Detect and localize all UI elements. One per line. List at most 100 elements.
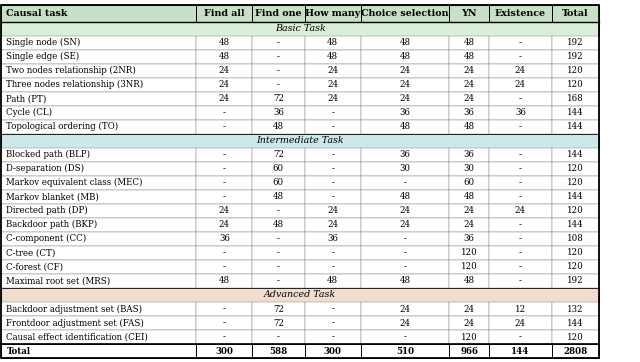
Text: 24: 24 (399, 66, 411, 75)
Text: 192: 192 (567, 52, 584, 61)
Text: 120: 120 (461, 333, 477, 342)
FancyBboxPatch shape (196, 162, 252, 176)
Text: -: - (404, 333, 406, 342)
FancyBboxPatch shape (489, 5, 552, 22)
Text: -: - (223, 108, 226, 117)
FancyBboxPatch shape (305, 218, 361, 232)
FancyBboxPatch shape (489, 260, 552, 274)
Text: 24: 24 (399, 206, 411, 215)
FancyBboxPatch shape (489, 246, 552, 260)
Text: Maximal root set (MRS): Maximal root set (MRS) (6, 277, 111, 286)
FancyBboxPatch shape (1, 260, 196, 274)
Text: 132: 132 (567, 304, 584, 313)
FancyBboxPatch shape (1, 316, 196, 330)
FancyBboxPatch shape (252, 35, 305, 50)
Text: 120: 120 (567, 262, 584, 272)
FancyBboxPatch shape (552, 232, 599, 246)
FancyBboxPatch shape (1, 64, 196, 77)
Text: 48: 48 (327, 277, 339, 286)
FancyBboxPatch shape (196, 106, 252, 120)
FancyBboxPatch shape (449, 106, 489, 120)
FancyBboxPatch shape (305, 190, 361, 204)
Text: -: - (332, 319, 334, 328)
FancyBboxPatch shape (552, 92, 599, 106)
Text: 48: 48 (399, 122, 411, 131)
Text: -: - (519, 178, 522, 187)
FancyBboxPatch shape (1, 176, 196, 190)
FancyBboxPatch shape (449, 274, 489, 288)
FancyBboxPatch shape (361, 302, 449, 316)
FancyBboxPatch shape (489, 92, 552, 106)
FancyBboxPatch shape (361, 5, 449, 22)
FancyBboxPatch shape (449, 330, 489, 344)
Text: 30: 30 (463, 164, 475, 173)
FancyBboxPatch shape (489, 64, 552, 77)
FancyBboxPatch shape (449, 5, 489, 22)
Text: Find all: Find all (204, 9, 244, 18)
FancyBboxPatch shape (489, 162, 552, 176)
Text: -: - (223, 150, 226, 159)
Text: Advanced Task: Advanced Task (264, 290, 336, 299)
Text: -: - (519, 122, 522, 131)
Text: -: - (332, 164, 334, 173)
FancyBboxPatch shape (196, 246, 252, 260)
Text: -: - (277, 235, 280, 243)
FancyBboxPatch shape (489, 120, 552, 134)
FancyBboxPatch shape (196, 218, 252, 232)
FancyBboxPatch shape (1, 190, 196, 204)
Text: Backdoor path (BKP): Backdoor path (BKP) (6, 220, 98, 230)
FancyBboxPatch shape (361, 148, 449, 162)
FancyBboxPatch shape (449, 77, 489, 92)
Text: Causal effect identification (CEI): Causal effect identification (CEI) (6, 333, 148, 342)
Text: 24: 24 (327, 80, 339, 89)
FancyBboxPatch shape (305, 148, 361, 162)
Text: -: - (332, 108, 334, 117)
FancyBboxPatch shape (305, 120, 361, 134)
FancyBboxPatch shape (196, 232, 252, 246)
FancyBboxPatch shape (196, 260, 252, 274)
FancyBboxPatch shape (1, 22, 599, 35)
Text: -: - (332, 262, 334, 272)
FancyBboxPatch shape (361, 218, 449, 232)
Text: 120: 120 (461, 262, 477, 272)
Text: 48: 48 (273, 192, 284, 201)
FancyBboxPatch shape (1, 288, 599, 302)
Text: 36: 36 (219, 235, 230, 243)
FancyBboxPatch shape (449, 190, 489, 204)
FancyBboxPatch shape (552, 162, 599, 176)
FancyBboxPatch shape (361, 260, 449, 274)
FancyBboxPatch shape (1, 274, 196, 288)
Text: 120: 120 (567, 164, 584, 173)
Text: -: - (519, 94, 522, 103)
Text: 36: 36 (328, 235, 338, 243)
Text: C-tree (CT): C-tree (CT) (6, 248, 56, 257)
Text: Choice selection: Choice selection (362, 9, 449, 18)
FancyBboxPatch shape (361, 162, 449, 176)
FancyBboxPatch shape (305, 330, 361, 344)
FancyBboxPatch shape (552, 35, 599, 50)
Text: 24: 24 (463, 206, 475, 215)
Text: -: - (277, 262, 280, 272)
Text: How many: How many (305, 9, 360, 18)
Text: -: - (332, 333, 334, 342)
Text: -: - (519, 38, 522, 47)
FancyBboxPatch shape (196, 274, 252, 288)
Text: -: - (223, 319, 226, 328)
Text: C-forest (CF): C-forest (CF) (6, 262, 63, 272)
FancyBboxPatch shape (196, 35, 252, 50)
FancyBboxPatch shape (449, 35, 489, 50)
Text: 48: 48 (399, 277, 411, 286)
FancyBboxPatch shape (252, 316, 305, 330)
Text: 24: 24 (463, 319, 475, 328)
Text: Two nodes relationship (2NR): Two nodes relationship (2NR) (6, 66, 136, 75)
Text: 48: 48 (219, 38, 230, 47)
FancyBboxPatch shape (489, 232, 552, 246)
Text: 144: 144 (567, 192, 584, 201)
FancyBboxPatch shape (252, 106, 305, 120)
Text: 48: 48 (327, 52, 339, 61)
Text: -: - (277, 206, 280, 215)
FancyBboxPatch shape (305, 176, 361, 190)
Text: 48: 48 (273, 122, 284, 131)
Text: -: - (223, 304, 226, 313)
Text: 48: 48 (463, 277, 475, 286)
